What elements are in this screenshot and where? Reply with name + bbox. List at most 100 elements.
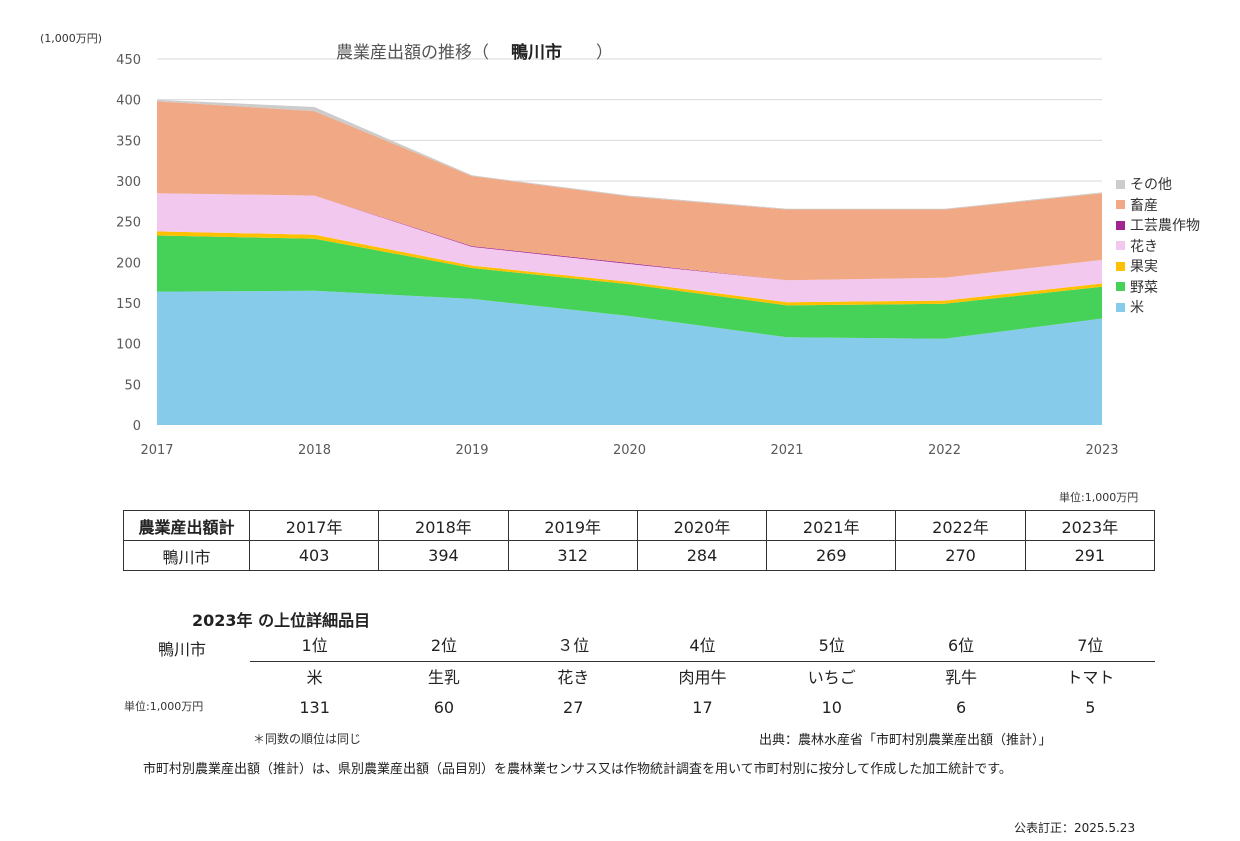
area-series-野菜 <box>157 235 1102 339</box>
legend-item: 畜産 <box>1116 195 1200 216</box>
item-value: 60 <box>433 698 455 717</box>
rank-label: ３位 <box>557 636 590 655</box>
top-items-city: 鴨川市 <box>158 640 207 659</box>
y-tick-label: 350 <box>116 134 141 149</box>
item-name: いちご <box>807 668 856 687</box>
revision-note: 公表訂正：2025.5.23 <box>1014 821 1136 835</box>
legend-label: 米 <box>1130 300 1144 317</box>
item-row: 米 生乳 花き 肉用牛 いちご 乳牛 トマト <box>250 664 1155 692</box>
y-tick-label: 100 <box>116 338 141 353</box>
rank-label: 6位 <box>947 636 975 655</box>
totals-year-header: 2020年 <box>636 510 768 541</box>
legend-swatch <box>1116 179 1125 189</box>
legend-swatch <box>1116 302 1125 312</box>
totals-table: 農業産出額計 2017年 2018年 2019年 2020年 2021年 2022年 202… <box>123 510 1156 571</box>
y-tick-label: 400 <box>116 94 141 109</box>
legend-swatch <box>1116 261 1125 271</box>
item-name: トマト <box>1066 668 1115 687</box>
chart-title: 農業産出額の推移（ 鴨川市 ） <box>336 38 613 63</box>
totals-value-cell: 291 <box>1024 540 1156 571</box>
rank-label: 2位 <box>430 636 458 655</box>
totals-year-header: 2019年 <box>507 510 638 541</box>
totals-year-header: 2023年 <box>1024 510 1156 541</box>
totals-value-cell: 394 <box>378 540 509 571</box>
x-tick-label: 2018 <box>298 443 331 458</box>
rank-row: 1位 2位 ３位 4位 5位 6位 7位 <box>250 634 1155 662</box>
top-items-unit: 単位:1,000万円 <box>124 700 204 713</box>
item-value: 17 <box>692 698 713 717</box>
x-tick-label: 2023 <box>1085 443 1118 458</box>
totals-value-cell: 284 <box>636 540 768 571</box>
legend-item: 花き <box>1116 236 1200 257</box>
item-name: 生乳 <box>427 668 460 687</box>
y-axis-unit: (1,000万円) <box>40 32 103 45</box>
totals-value-cell: 269 <box>766 540 897 571</box>
explanation-note: 市町村別農業産出額（推計）は、県別農業産出額（品目別）を農林業センサス又は作物統… <box>143 762 1012 777</box>
y-tick-label: 200 <box>116 256 141 271</box>
rank-label: 5位 <box>818 636 845 655</box>
totals-value-cell: 312 <box>507 540 638 571</box>
area-series-畜産 <box>157 101 1102 281</box>
item-value: 27 <box>563 698 584 717</box>
totals-header-label: 農業産出額計 <box>123 510 250 541</box>
legend-label: 工芸農作物 <box>1130 218 1200 235</box>
area-series <box>157 99 1102 425</box>
y-tick-label: 0 <box>133 419 141 434</box>
area-series-米 <box>157 290 1102 425</box>
source-note: 出典：農林水産省「市町村別農業産出額（推計）」 <box>759 733 1052 748</box>
totals-row-label: 鴨川市 <box>123 540 250 571</box>
rank-label: 4位 <box>689 636 716 655</box>
x-tick-label: 2019 <box>455 443 488 458</box>
legend-swatch <box>1116 200 1125 210</box>
item-name: 花き <box>557 668 590 687</box>
value-row: 131 60 27 17 10 6 5 <box>250 694 1155 722</box>
x-axis: 2017 2018 2019 2020 2021 2022 2023 <box>140 443 1118 458</box>
totals-value-row: 鴨川市 403 394 312 284 269 270 291 <box>123 540 1156 571</box>
item-name: 乳牛 <box>945 668 978 687</box>
y-tick-label: 450 <box>116 53 141 68</box>
x-tick-label: 2017 <box>140 443 173 458</box>
x-tick-label: 2020 <box>613 443 646 458</box>
item-value: 5 <box>1085 698 1096 717</box>
x-tick-label: 2021 <box>770 443 803 458</box>
item-value: 131 <box>299 698 330 717</box>
item-name: 米 <box>306 668 323 687</box>
legend-label: 花き <box>1130 238 1158 255</box>
totals-year-header: 2018年 <box>378 510 509 541</box>
legend-item: 米 <box>1116 297 1200 318</box>
item-value: 6 <box>955 698 967 717</box>
chart-title-city: 鴨川市 <box>511 43 562 63</box>
chart-legend: その他畜産工芸農作物花き果実野菜米 <box>1116 174 1200 318</box>
item-name: 肉用牛 <box>678 668 727 687</box>
totals-year-header: 2017年 <box>248 510 380 541</box>
legend-label: 野菜 <box>1130 279 1158 296</box>
same-rank-note: ＊同数の順位は同じ <box>253 732 362 746</box>
area-series-花き <box>157 193 1102 303</box>
y-tick-label: 300 <box>116 175 141 190</box>
legend-label: その他 <box>1130 177 1172 194</box>
chart-title-close: ） <box>596 43 613 63</box>
legend-swatch <box>1116 282 1125 292</box>
top-items-grid: 1位 2位 ３位 4位 5位 6位 7位 米生乳 花き 肉用牛 いちご 乳牛 トマト 131 60 27 1… <box>250 634 1155 722</box>
y-axis: 0 50 100 150 200 250 300 350 400 450 <box>116 53 141 434</box>
y-tick-label: 50 <box>124 378 141 393</box>
totals-value-cell: 403 <box>248 540 380 571</box>
legend-item: 野菜 <box>1116 277 1200 298</box>
y-tick-label: 250 <box>116 216 141 231</box>
totals-value-cell: 270 <box>895 540 1026 571</box>
totals-year-header: 2022年 <box>895 510 1026 541</box>
legend-label: 果実 <box>1130 259 1158 276</box>
area-chart: 0 50 100 150 200 250 300 350 400 450 2017 2018 2019… <box>116 53 1118 458</box>
totals-year-header: 2021年 <box>766 510 897 541</box>
rank-label: 7位 <box>1077 636 1104 655</box>
x-tick-label: 2022 <box>928 443 961 458</box>
legend-swatch <box>1116 241 1125 251</box>
table-unit: 単位:1,000万円 <box>1059 491 1139 504</box>
item-value: 10 <box>821 698 842 717</box>
y-tick-label: 150 <box>116 297 141 312</box>
totals-header-row: 農業産出額計 2017年 2018年 2019年 2020年 2021年 2022年 202… <box>123 510 1156 541</box>
legend-item: 果実 <box>1116 256 1200 277</box>
legend-label: 畜産 <box>1130 197 1158 214</box>
rank-label: 1位 <box>301 636 328 655</box>
legend-swatch <box>1116 220 1125 230</box>
